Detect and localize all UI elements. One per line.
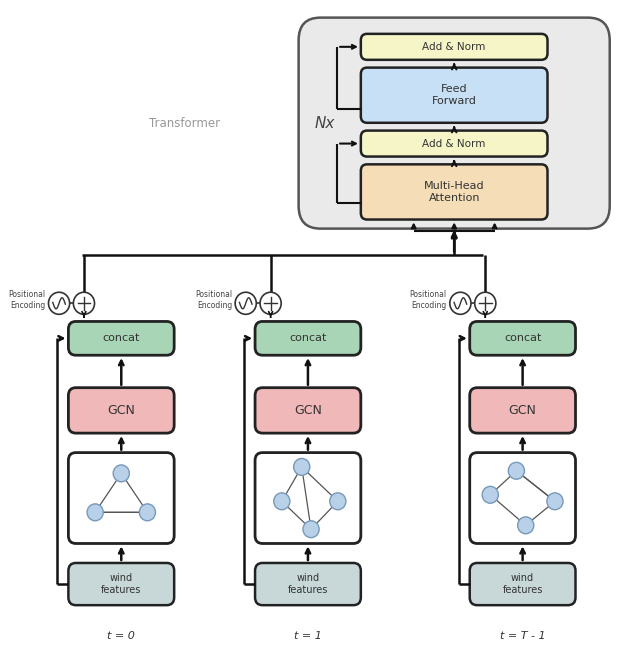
Text: Positional
Encoding: Positional Encoding bbox=[8, 290, 45, 310]
Text: Positional
Encoding: Positional Encoding bbox=[195, 290, 232, 310]
Text: Add & Norm: Add & Norm bbox=[422, 42, 486, 52]
Circle shape bbox=[139, 504, 155, 521]
Text: wind
features: wind features bbox=[101, 573, 141, 595]
Text: GCN: GCN bbox=[107, 404, 135, 417]
Text: concat: concat bbox=[504, 333, 541, 344]
Circle shape bbox=[547, 493, 563, 510]
Text: wind
features: wind features bbox=[502, 573, 543, 595]
FancyBboxPatch shape bbox=[69, 563, 174, 605]
Circle shape bbox=[273, 493, 290, 510]
Text: Multi-Head
Attention: Multi-Head Attention bbox=[424, 181, 485, 203]
Circle shape bbox=[508, 462, 525, 479]
FancyBboxPatch shape bbox=[255, 563, 361, 605]
FancyBboxPatch shape bbox=[361, 130, 548, 156]
Text: Feed
Forward: Feed Forward bbox=[432, 84, 476, 106]
Circle shape bbox=[260, 292, 281, 314]
Text: Transformer: Transformer bbox=[149, 117, 221, 130]
Text: GCN: GCN bbox=[294, 404, 322, 417]
Text: Nx: Nx bbox=[314, 115, 335, 130]
Text: t = T - 1: t = T - 1 bbox=[500, 631, 546, 641]
Circle shape bbox=[474, 292, 496, 314]
Circle shape bbox=[48, 292, 69, 314]
FancyBboxPatch shape bbox=[470, 452, 576, 544]
Text: concat: concat bbox=[289, 333, 327, 344]
Circle shape bbox=[113, 465, 129, 482]
Circle shape bbox=[235, 292, 256, 314]
FancyBboxPatch shape bbox=[69, 452, 174, 544]
Circle shape bbox=[450, 292, 471, 314]
Text: GCN: GCN bbox=[509, 404, 537, 417]
Text: concat: concat bbox=[102, 333, 140, 344]
FancyBboxPatch shape bbox=[470, 563, 576, 605]
FancyBboxPatch shape bbox=[255, 388, 361, 433]
Circle shape bbox=[482, 486, 499, 503]
Circle shape bbox=[518, 517, 534, 534]
FancyBboxPatch shape bbox=[361, 34, 548, 60]
Text: t = 1: t = 1 bbox=[294, 631, 322, 641]
Circle shape bbox=[73, 292, 95, 314]
FancyBboxPatch shape bbox=[255, 452, 361, 544]
FancyBboxPatch shape bbox=[69, 388, 174, 433]
FancyBboxPatch shape bbox=[470, 321, 576, 355]
Circle shape bbox=[329, 493, 346, 510]
FancyBboxPatch shape bbox=[69, 321, 174, 355]
FancyBboxPatch shape bbox=[255, 321, 361, 355]
Text: t = 0: t = 0 bbox=[107, 631, 135, 641]
Text: Add & Norm: Add & Norm bbox=[422, 139, 486, 149]
Text: wind
features: wind features bbox=[287, 573, 328, 595]
FancyBboxPatch shape bbox=[470, 388, 576, 433]
Circle shape bbox=[294, 458, 310, 475]
FancyBboxPatch shape bbox=[299, 18, 610, 229]
FancyBboxPatch shape bbox=[361, 68, 548, 123]
Circle shape bbox=[303, 521, 319, 538]
Circle shape bbox=[87, 504, 103, 521]
FancyBboxPatch shape bbox=[361, 164, 548, 220]
Text: Positional
Encoding: Positional Encoding bbox=[410, 290, 446, 310]
